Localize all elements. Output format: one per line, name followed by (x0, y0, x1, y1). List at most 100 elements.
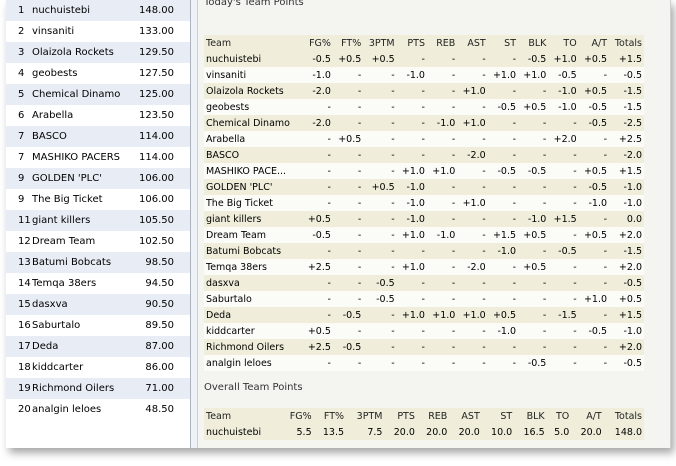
column-header[interactable]: Totals (603, 408, 644, 424)
table-row: giant killers +0.5- - -1.0- - - -1.0 +1.5-0.0 (204, 211, 644, 227)
stat-cell: -0.5 (588, 101, 608, 113)
standings-row[interactable]: 2 vinsaniti 133.00 (6, 21, 190, 42)
column-header[interactable]: AST (449, 408, 482, 424)
team-name-cell[interactable]: Chemical Dinamo (206, 117, 290, 129)
stat-cell: - (421, 325, 425, 337)
standings-row[interactable]: 13 Batumi Bobcats 98.50 (6, 252, 190, 273)
standings-row[interactable]: 11 giant killers 105.50 (6, 210, 190, 231)
team-name-cell[interactable]: nuchuistebi (206, 426, 262, 438)
standings-row[interactable]: 1 nuchuistebi 148.00 (6, 0, 190, 21)
standings-row[interactable]: 20 analgin leloes 48.50 (6, 399, 190, 420)
team-points: 98.50 (145, 257, 174, 268)
stat-cell: - (451, 341, 456, 353)
team-name-cell[interactable]: giant killers (206, 213, 262, 225)
stat-cell: 20.0 (426, 426, 448, 438)
column-header[interactable]: BLK (514, 408, 547, 424)
team-name-cell[interactable]: Dream Team (206, 229, 267, 241)
team-name-cell[interactable]: Arabella (206, 133, 246, 145)
stat-cell: - (482, 181, 486, 193)
stat-cell: - (357, 69, 362, 81)
standings-row[interactable]: 7 BASCO 114.00 (6, 126, 190, 147)
column-header[interactable]: REB (416, 408, 450, 424)
stat-cell: - (391, 197, 395, 209)
team-name-cell[interactable]: GOLDEN 'PLC' (206, 181, 273, 193)
team-name-cell[interactable]: analgin leloes (206, 357, 272, 369)
team-name-cell[interactable]: Batumi Bobcats (206, 245, 282, 257)
table-row: The Big Ticket - - - -1.0- +1.0- - - -1.0 -1.0 (204, 195, 644, 211)
stat-cell: - (542, 245, 547, 257)
table-row: Arabella - +0.5- - - - - - +2.0- +2.5 (204, 131, 644, 147)
stat-cell: - (327, 149, 331, 161)
stat-cell: - (512, 213, 517, 225)
team-points: 123.50 (139, 110, 174, 121)
stat-cell: -2.0 (467, 261, 486, 273)
column-header[interactable]: FT% (332, 35, 364, 51)
stat-cell: +0.5 (371, 53, 395, 65)
column-header[interactable]: PTS (396, 35, 427, 51)
team-name-cell[interactable]: vinsaniti (206, 69, 247, 81)
column-header[interactable]: Totals (609, 35, 644, 51)
column-header[interactable]: PTS (384, 408, 417, 424)
standings-row[interactable]: 6 Arabella 123.50 (6, 105, 190, 126)
team-name-cell[interactable]: kiddcarter (206, 325, 255, 337)
team-points: 105.50 (139, 215, 174, 226)
column-header[interactable]: REB (426, 35, 458, 51)
column-header[interactable]: 3PTM (346, 408, 385, 424)
stat-cell: - (421, 357, 425, 369)
standings-row[interactable]: 4 geobests 127.50 (6, 63, 190, 84)
rank-label: 13 (18, 257, 31, 268)
column-header[interactable]: FG% (280, 408, 314, 424)
panel-divider[interactable] (190, 0, 198, 448)
column-header[interactable]: Team (204, 408, 281, 424)
team-name-cell[interactable]: BASCO (206, 149, 240, 161)
standings-row[interactable]: 9 GOLDEN 'PLC' 106.00 (6, 168, 190, 189)
column-header[interactable]: AST (457, 35, 488, 51)
stat-cell: +1.0 (401, 229, 425, 241)
team-name-cell[interactable]: Richmond Oilers (206, 341, 285, 353)
standings-row[interactable]: 15 dasxva 90.50 (6, 294, 190, 315)
column-header[interactable]: BLK (518, 35, 549, 51)
standings-row[interactable]: 14 Temqa 38ers 94.50 (6, 273, 190, 294)
team-name-cell[interactable]: dasxva (206, 277, 240, 289)
table-row: nuchuistebi -0.5 +0.5 +0.5- - - - -0.5 +1.0 +0.5 +… (204, 51, 644, 67)
standings-row[interactable]: 18 kiddcarter 86.00 (6, 357, 190, 378)
stat-cell: - (451, 85, 456, 97)
column-header[interactable]: TO (548, 35, 579, 51)
column-header[interactable]: A/T (571, 408, 604, 424)
team-name-cell[interactable]: Saburtalo (206, 293, 252, 305)
column-header[interactable]: TO (546, 408, 572, 424)
stat-cell: - (542, 309, 547, 321)
team-name-cell[interactable]: Olaizola Rockets (206, 85, 284, 97)
stat-cell: - (327, 357, 331, 369)
standings-row[interactable]: 3 Olaizola Rockets 129.50 (6, 42, 190, 63)
stat-cell: - (451, 325, 456, 337)
table-row: Chemical Dinamo -2.0- - - -1.0 +1.0- - - -0.5 -2.… (204, 115, 644, 131)
column-header[interactable]: FT% (313, 408, 347, 424)
team-name-cell[interactable]: MASHIKO PACE... (206, 165, 287, 177)
stat-cell: - (357, 117, 362, 129)
standings-row[interactable]: 19 Richmond Oilers 71.00 (6, 378, 190, 399)
stat-cell: - (421, 117, 425, 129)
stat-cell: - (391, 357, 395, 369)
standings-row[interactable]: 7 MASHIKO PACERS 114.00 (6, 147, 190, 168)
standings-row[interactable]: 16 Saburtalo 89.50 (6, 315, 190, 336)
team-name-cell[interactable]: Temqa 38ers (206, 261, 267, 273)
column-header[interactable]: 3PTM (363, 35, 397, 51)
team-name-cell[interactable]: The Big Ticket (206, 197, 274, 209)
standings-row[interactable]: 17 Deda 87.00 (6, 336, 190, 357)
stat-cell: - (573, 341, 577, 353)
standings-row[interactable]: 5 Chemical Dinamo 125.00 (6, 84, 190, 105)
stat-cell: - (357, 245, 362, 257)
column-header[interactable]: FG% (302, 35, 333, 51)
column-header[interactable]: A/T (578, 35, 610, 51)
stat-cell: - (421, 277, 425, 289)
column-header[interactable]: ST (481, 408, 515, 424)
team-name-cell[interactable]: nuchuistebi (206, 53, 262, 65)
stat-cell: +2.0 (618, 229, 642, 241)
standings-row[interactable]: 9 The Big Ticket 106.00 (6, 189, 190, 210)
standings-row[interactable]: 12 Dream Team 102.50 (6, 231, 190, 252)
column-header[interactable]: ST (487, 35, 519, 51)
team-name-cell[interactable]: Deda (206, 309, 232, 321)
team-name-cell[interactable]: geobests (206, 101, 250, 113)
column-header[interactable]: Team (204, 35, 303, 51)
